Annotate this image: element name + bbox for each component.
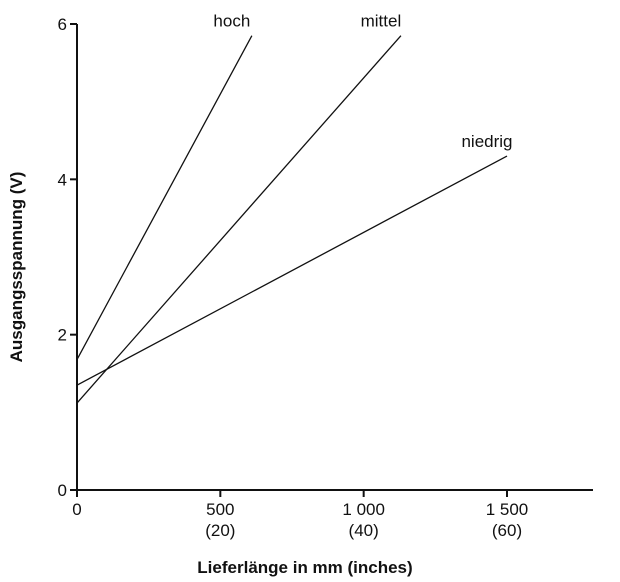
- series-label: niedrig: [461, 132, 512, 151]
- series-line-hoch: [76, 35, 253, 360]
- x-tick-label: 1 500: [486, 500, 529, 519]
- x-tick-label: 0: [72, 500, 81, 519]
- axes: [76, 24, 593, 491]
- series-line-niedrig: [76, 155, 508, 386]
- y-tick-label: 4: [58, 170, 67, 189]
- x-tick-label: 1 000: [342, 500, 385, 519]
- y-tick-label: 6: [58, 15, 67, 34]
- y-tick-label: 2: [58, 326, 67, 345]
- series-line-mittel: [76, 35, 402, 404]
- x-tick-sublabel: (20): [205, 521, 235, 540]
- x-tick-sublabel: (40): [349, 521, 379, 540]
- x-tick-sublabel: (60): [492, 521, 522, 540]
- series-label: mittel: [361, 12, 402, 31]
- ticks: 0 2 4 6 0 500 (20) 1 000 (40) 1 500 (60): [58, 15, 529, 540]
- x-axis-title: Lieferlänge in mm (inches): [197, 558, 412, 577]
- series-lines: hoch mittel niedrig: [76, 12, 513, 404]
- series-label: hoch: [213, 12, 250, 31]
- x-tick-label: 500: [206, 500, 234, 519]
- y-axis-title: Ausgangsspannung (V): [7, 172, 26, 363]
- y-tick-label: 0: [58, 481, 67, 500]
